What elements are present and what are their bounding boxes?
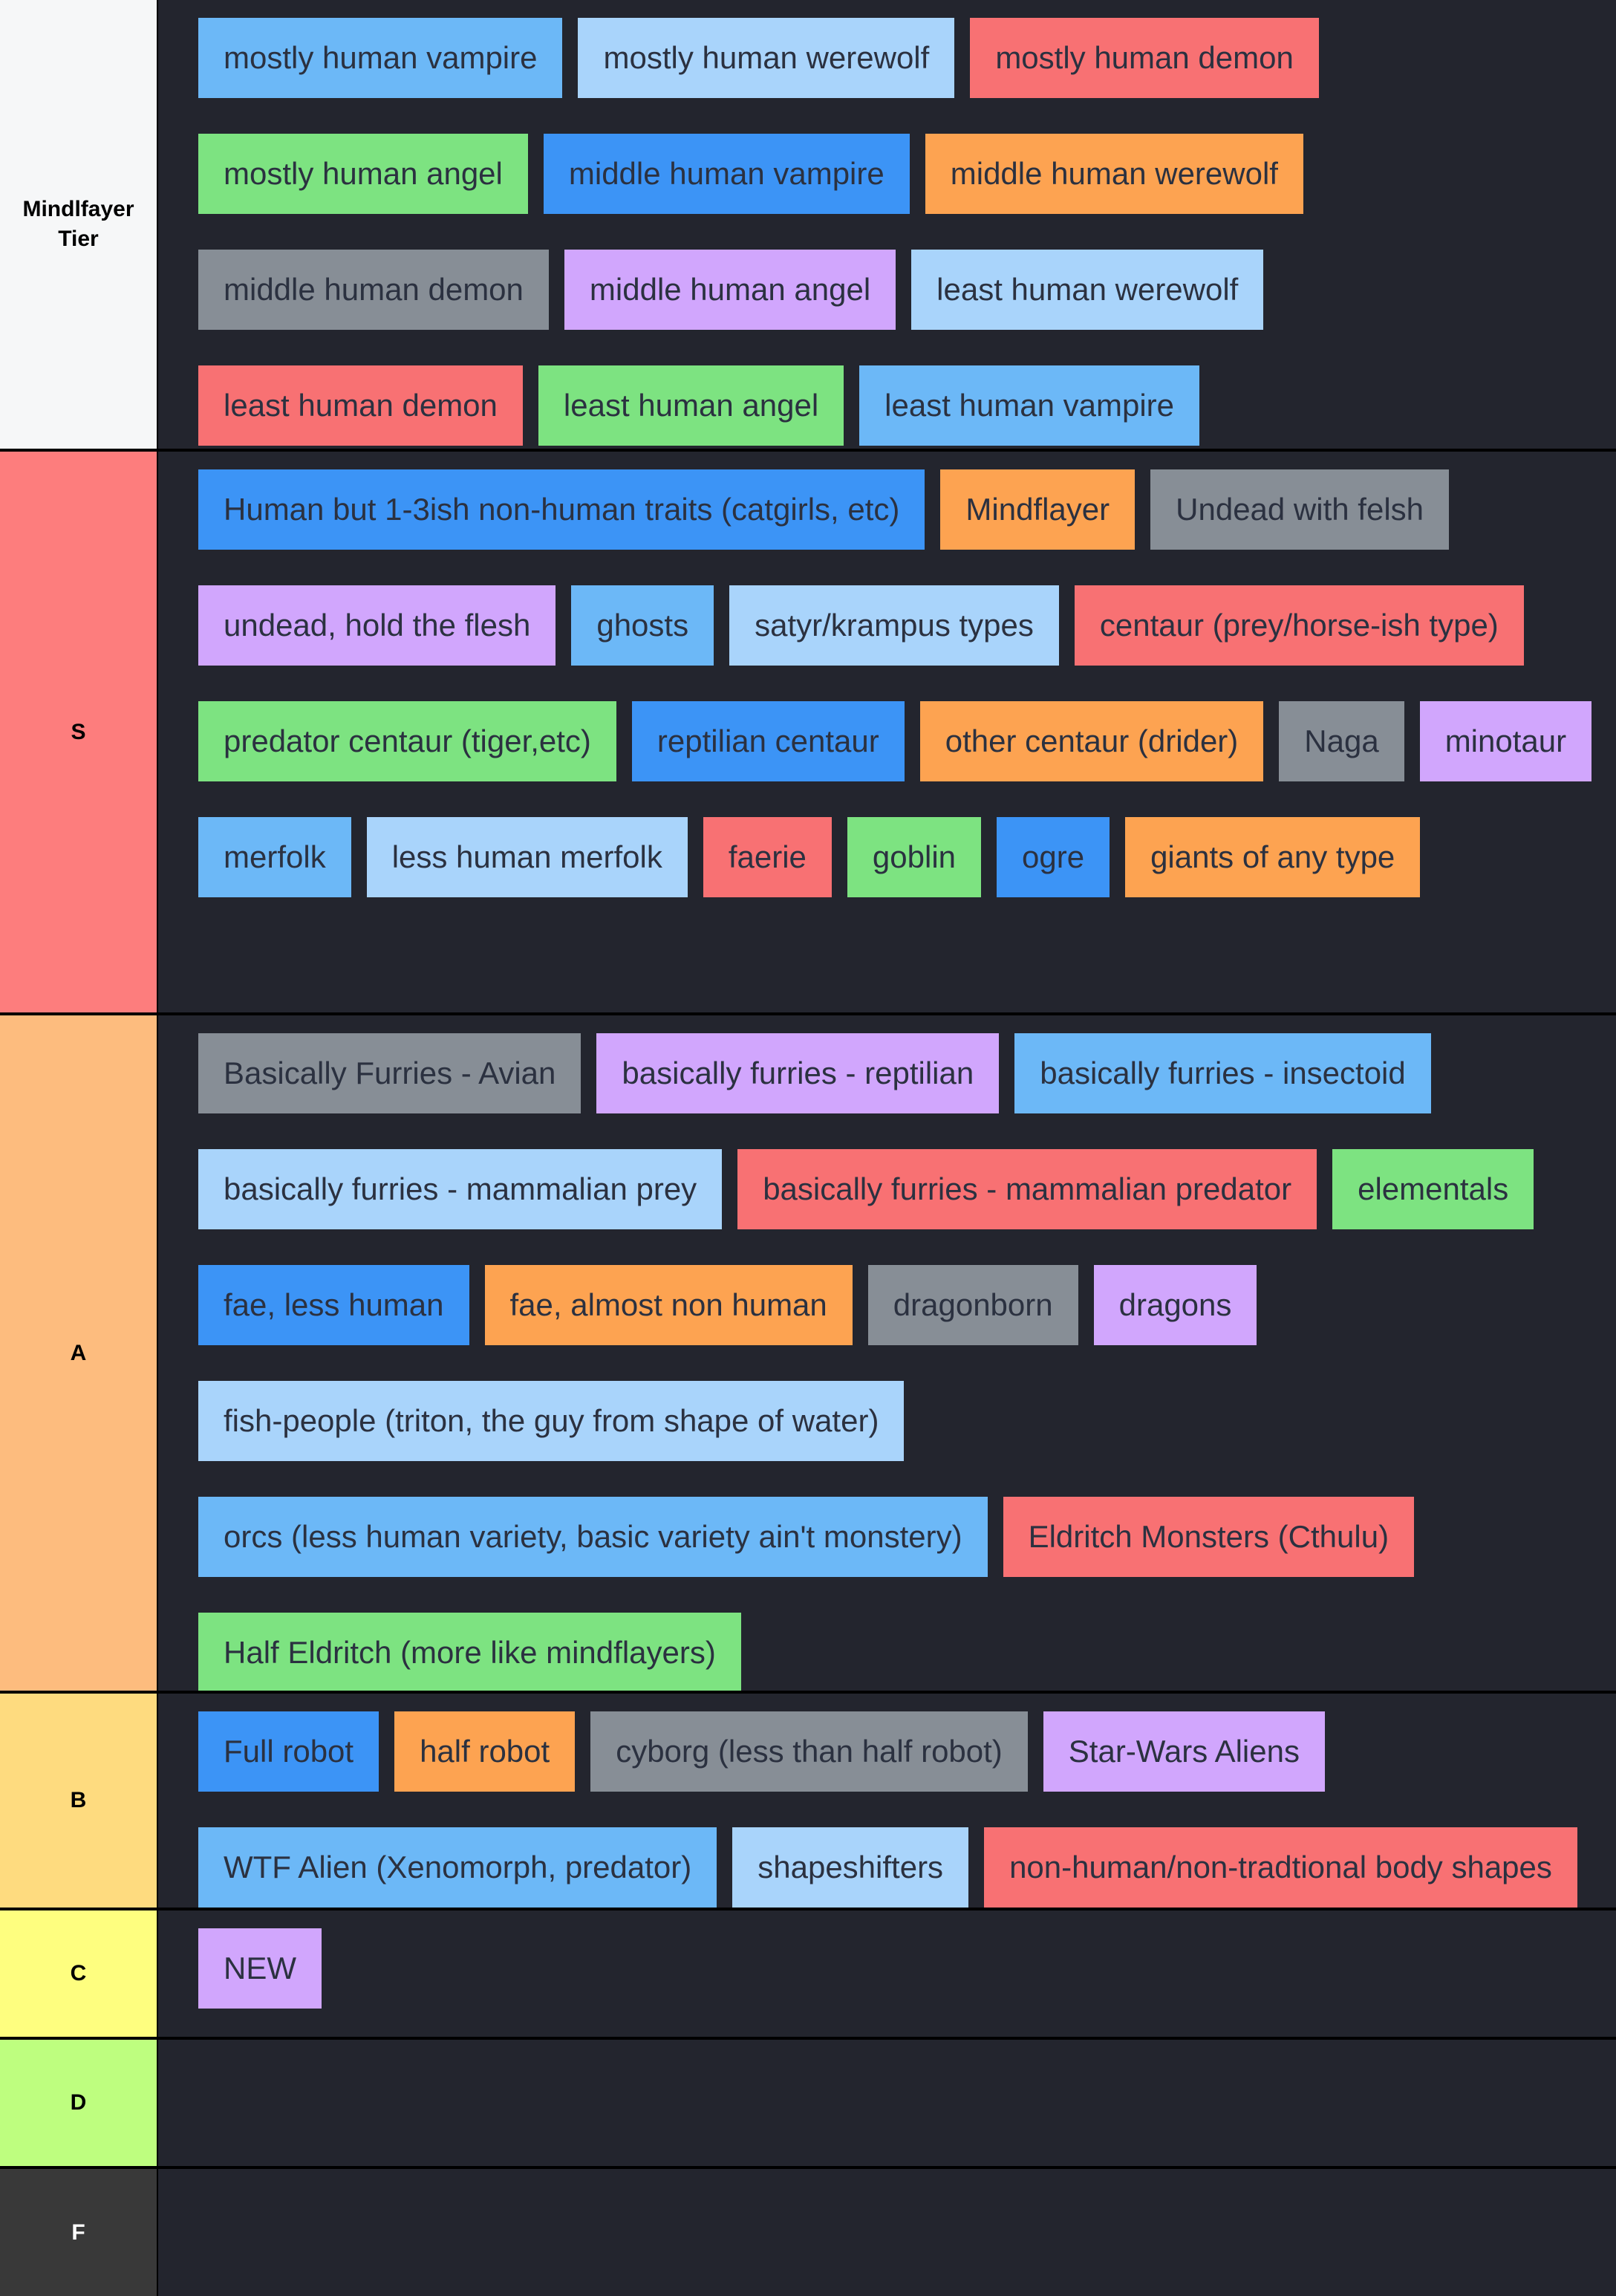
tier-item[interactable]: mostly human vampire <box>198 18 563 98</box>
tier-item[interactable]: satyr/krampus types <box>729 585 1059 666</box>
tier-label[interactable]: A <box>0 1015 157 1691</box>
tier-item[interactable]: undead, hold the flesh <box>198 585 556 666</box>
tier-item[interactable]: Basically Furries - Avian <box>198 1033 581 1113</box>
tier-item[interactable]: basically furries - reptilian <box>596 1033 1000 1113</box>
tier-item[interactable]: giants of any type <box>1125 817 1421 897</box>
tier-label[interactable]: S <box>0 452 157 1012</box>
tier-label[interactable]: C <box>0 1910 157 2037</box>
tier-drop-zone[interactable] <box>158 2040 1616 2166</box>
tier-item[interactable]: WTF Alien (Xenomorph, predator) <box>198 1827 717 1908</box>
tier-item[interactable]: middle human angel <box>564 250 896 330</box>
tier-item[interactable]: faerie <box>703 817 832 897</box>
tier-item[interactable]: NEW <box>198 1928 322 2009</box>
tier-item[interactable]: elementals <box>1332 1149 1534 1229</box>
tier-item[interactable]: middle human werewolf <box>925 134 1303 214</box>
tier-drop-zone[interactable]: Full robot half robot cyborg (less than ha… <box>158 1694 1616 1908</box>
tier-item[interactable]: Mindflayer <box>940 469 1136 550</box>
tier-item[interactable]: fae, almost non human <box>484 1265 853 1345</box>
tier-item[interactable]: non-human/non-tradtional body shapes <box>984 1827 1577 1908</box>
tier-item[interactable]: basically furries - insectoid <box>1014 1033 1431 1113</box>
tier-item[interactable]: Star-Wars Aliens <box>1043 1711 1325 1792</box>
tier-item[interactable]: less human merfolk <box>366 817 688 897</box>
tier-item[interactable]: cyborg (less than half robot) <box>590 1711 1028 1792</box>
tier-item[interactable]: merfolk <box>198 817 351 897</box>
tier-item[interactable]: Half Eldritch (more like mindflayers) <box>198 1613 741 1693</box>
tier-item[interactable]: orcs (less human variety, basic variety … <box>198 1497 988 1577</box>
tier-item[interactable]: ogre <box>997 817 1110 897</box>
tier-item[interactable]: Full robot <box>198 1711 379 1792</box>
tier-item[interactable]: shapeshifters <box>732 1827 969 1908</box>
tier-item[interactable]: least human demon <box>198 365 523 446</box>
tier-item[interactable]: basically furries - mammalian prey <box>198 1149 723 1229</box>
tier-item[interactable]: least human angel <box>538 365 844 446</box>
tier-item[interactable]: predator centaur (tiger,etc) <box>198 701 616 781</box>
tier-drop-zone[interactable]: NEW <box>158 1910 1616 2037</box>
tier-item[interactable]: least human vampire <box>859 365 1200 446</box>
tier-row: Mindlfayer Tier mostly human vampire mostl… <box>0 0 1616 449</box>
tier-row: F <box>0 2166 1616 2296</box>
tier-item[interactable]: Human but 1-3ish non-human traits (catgi… <box>198 469 925 550</box>
tier-item[interactable]: fae, less human <box>198 1265 469 1345</box>
tier-label[interactable]: F <box>0 2169 157 2296</box>
tier-item[interactable]: mostly human demon <box>970 18 1319 98</box>
tier-item[interactable]: mostly human angel <box>198 134 528 214</box>
tier-item[interactable]: minotaur <box>1419 701 1592 781</box>
tier-drop-zone[interactable]: mostly human vampire mostly human werewol… <box>158 0 1616 449</box>
tier-row: S Human but 1-3ish non-human traits (catg… <box>0 449 1616 1012</box>
tier-item[interactable]: dragons <box>1093 1265 1257 1345</box>
tier-item[interactable]: other centaur (drider) <box>919 701 1264 781</box>
tier-item[interactable]: middle human demon <box>198 250 549 330</box>
tier-item[interactable]: dragonborn <box>867 1265 1078 1345</box>
tier-item[interactable]: ghosts <box>571 585 714 666</box>
tier-drop-zone[interactable]: Human but 1-3ish non-human traits (catgi… <box>158 452 1616 1012</box>
tier-item[interactable]: reptilian centaur <box>631 701 905 781</box>
tier-label[interactable]: D <box>0 2040 157 2166</box>
tier-item[interactable]: centaur (prey/horse-ish type) <box>1074 585 1524 666</box>
tier-item[interactable]: fish-people (triton, the guy from shape … <box>198 1381 905 1461</box>
tier-item[interactable]: goblin <box>847 817 982 897</box>
tier-item[interactable]: middle human vampire <box>543 134 910 214</box>
tier-item[interactable]: half robot <box>394 1711 576 1792</box>
tier-row: B Full robot half robot cyborg (less than h… <box>0 1691 1616 1908</box>
tier-item[interactable]: Eldritch Monsters (Cthulu) <box>1003 1497 1415 1577</box>
tier-item[interactable]: basically furries - mammalian predator <box>737 1149 1317 1229</box>
tier-item[interactable]: least human werewolf <box>911 250 1264 330</box>
tier-item[interactable]: mostly human werewolf <box>578 18 955 98</box>
tier-drop-zone[interactable] <box>158 2169 1616 2296</box>
tier-row: C NEW <box>0 1908 1616 2037</box>
tier-row: D <box>0 2037 1616 2166</box>
tier-label[interactable]: B <box>0 1694 157 1908</box>
tier-label[interactable]: Mindlfayer Tier <box>0 0 157 449</box>
tier-row: A Basically Furries - Avian basically furr… <box>0 1012 1616 1693</box>
tier-item[interactable]: Naga <box>1279 701 1404 781</box>
tier-item[interactable]: Undead with felsh <box>1150 469 1450 550</box>
tier-drop-zone[interactable]: Basically Furries - Avian basically furri… <box>158 1015 1616 1693</box>
